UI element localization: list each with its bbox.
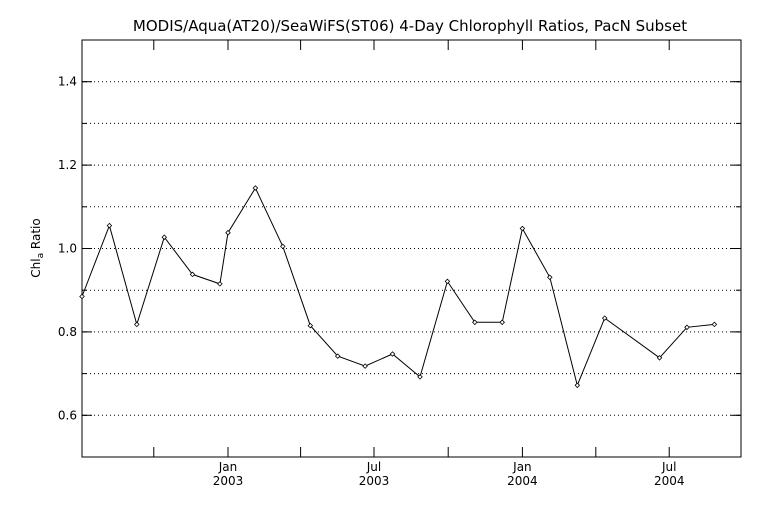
y-axis-label-main: Chl [29,258,43,277]
data-point [547,274,553,281]
y-axis-label-subscript: a [36,253,46,259]
data-point [499,319,505,326]
data-point [601,315,608,321]
y-tick-label: 0.8 [58,325,77,339]
x-tick-label-month: Jan [512,460,532,474]
x-tick-label-year: 2004 [507,474,538,488]
y-axis-label-tail: Ratio [29,218,43,253]
y-tick-label: 1.2 [58,158,77,172]
data-point [252,185,259,191]
data-point [280,243,286,250]
data-point [519,225,526,232]
y-axis-ticks: 0.6 0.8 1.0 1.2 1.4 [58,75,741,422]
data-point [711,321,718,328]
data-point [189,271,196,278]
x-tick-label-year: 2003 [359,474,390,488]
data-point [134,321,140,328]
data-point [225,229,231,236]
chart-title: MODIS/Aqua(AT20)/SeaWiFS(ST06) 4-Day Chl… [133,17,687,35]
x-tick-label-month: Jan [218,460,238,474]
data-series [79,185,718,389]
data-point [362,363,368,369]
x-tick-label-month: Jul [366,460,381,474]
data-point [684,324,690,331]
y-axis-label: Chla Ratio [29,218,46,277]
data-point [106,222,113,229]
x-tick-label-month: Jul [661,460,676,474]
series-line [81,186,715,387]
x-tick-label-year: 2003 [213,474,244,488]
data-point [161,234,168,240]
data-point [389,351,396,357]
data-point [417,374,423,380]
data-point [444,278,451,285]
y-tick-label: 0.6 [58,408,77,422]
data-point [574,382,581,389]
data-point [307,322,314,329]
x-tick-label-year: 2004 [654,474,685,488]
data-point [79,293,85,300]
data-point [472,319,478,326]
data-point [334,353,341,359]
y-tick-label: 1.4 [58,75,77,89]
data-point [656,355,663,361]
y-tick-label: 1.0 [58,242,77,256]
data-point [217,281,223,287]
